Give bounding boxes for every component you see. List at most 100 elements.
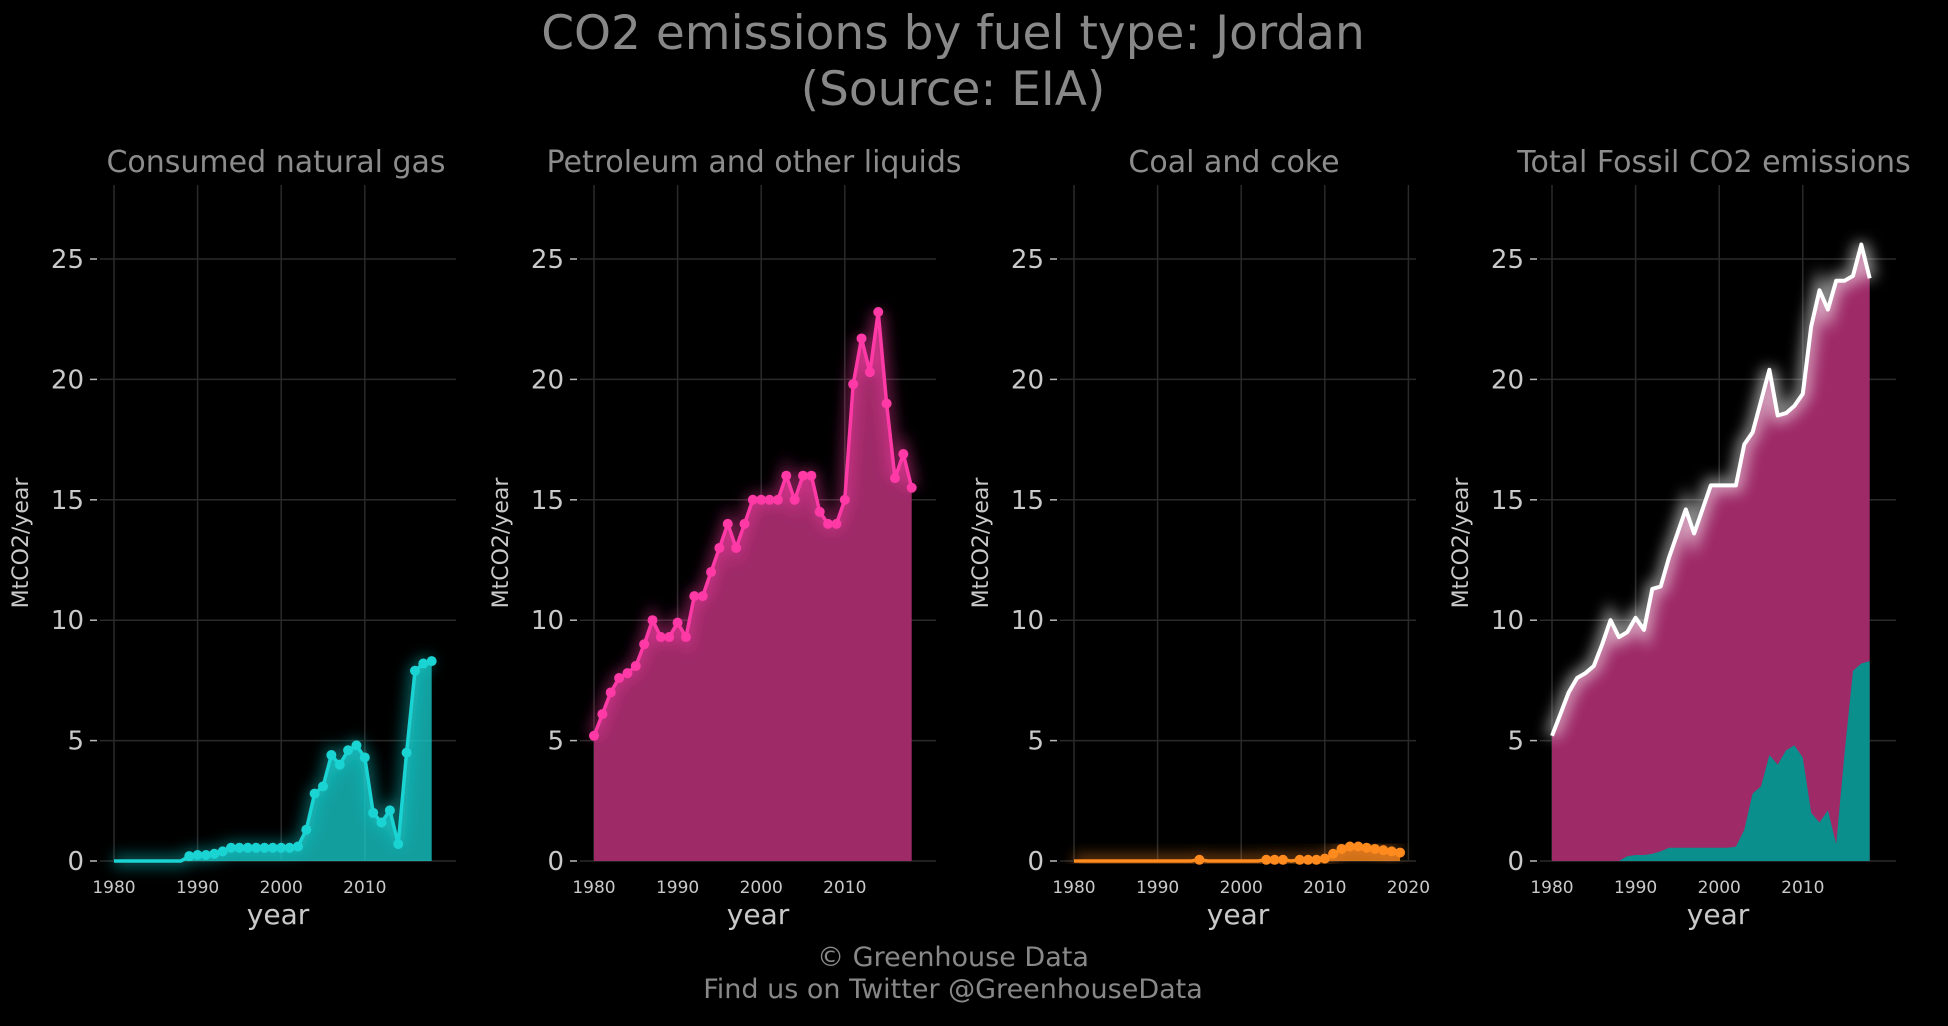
data-point [597,709,608,720]
data-point [864,367,875,378]
data-point [217,846,228,857]
data-point [1353,841,1364,852]
data-point [798,470,808,481]
data-point [192,849,203,860]
data-point [873,306,884,317]
panel-title: Total Fossil CO2 emissions [1516,145,1910,180]
data-point [384,805,395,816]
data-point [714,542,725,553]
data-point [589,730,599,741]
data-point [856,333,867,344]
x-tick-label: 1990 [176,878,219,898]
x-tick-label: 2020 [1387,878,1430,898]
y-tick-label: 15 [1491,486,1524,516]
data-point [1269,854,1280,865]
x-tick-label: 2010 [1781,878,1824,898]
x-tick-label: 1980 [1530,878,1573,898]
y-tick-label: 0 [1507,847,1524,877]
x-tick-label: 1980 [1052,878,1095,898]
data-point [376,817,387,828]
total-line [1550,242,1872,737]
data-point [706,567,717,578]
panel-title: Coal and coke [1128,145,1339,180]
footer: © Greenhouse Data Find us on Twitter @Gr… [0,942,1906,1006]
data-point [655,632,666,643]
data-point [898,449,909,460]
data-point [368,807,379,818]
x-tick-label: 2010 [343,878,386,898]
data-point [814,506,825,517]
data-point [1344,841,1355,852]
x-tick-label: 2000 [260,878,303,898]
data-point [622,668,633,679]
y-tick-label: 0 [1027,847,1044,877]
data-point [1194,854,1205,865]
data-point [209,848,220,859]
y-axis-label: MtCO2/year [9,477,34,609]
data-point [906,482,917,493]
y-tick-label: 10 [531,606,564,636]
y-axis-label: MtCO2/year [1449,477,1474,609]
data-point [639,639,650,650]
x-axis-label: year [727,898,790,931]
y-tick-label: 10 [1491,606,1524,636]
y-tick-label: 15 [51,486,84,516]
x-tick-label: 1990 [1614,878,1657,898]
data-point [605,687,616,698]
data-point [1395,847,1406,858]
data-point [630,660,641,671]
chart-title: CO2 emissions by fuel type: Jordan (Sour… [0,6,1906,118]
data-point [284,842,295,853]
data-point [184,851,195,862]
data-point [1278,854,1288,865]
data-point [647,615,658,626]
y-tick-label: 20 [51,365,84,395]
y-tick-label: 15 [531,486,564,516]
data-point [722,518,733,529]
x-tick-label: 2000 [740,878,783,898]
data-point [318,781,328,792]
data-point [806,470,817,481]
x-tick-label: 1990 [656,878,699,898]
data-point [326,750,337,761]
y-tick-label: 25 [51,245,84,275]
y-tick-label: 0 [547,847,564,877]
data-point [259,842,270,853]
data-point [614,672,625,683]
x-tick-label: 1980 [92,878,135,898]
data-point [1336,843,1347,854]
panel-1: 0 5 10 15 20 25 1980 1990 2000 2010 Consumed natur… [9,145,456,931]
data-point [1294,854,1305,865]
data-point [234,842,245,853]
y-tick-label: 20 [1491,365,1524,395]
y-axis-label: MtCO2/year [969,477,994,609]
x-axis-label: year [1687,898,1750,931]
data-point [781,470,792,481]
panel-2: 0 5 10 15 20 25 1980 1990 2000 2010 Petroleum and … [489,145,962,931]
data-point [689,591,700,602]
x-tick-label: 1990 [1136,878,1179,898]
data-point [1369,843,1380,854]
data-point [831,518,842,529]
y-tick-label: 5 [67,727,84,757]
data-point [1328,848,1339,859]
x-tick-label: 2000 [1220,878,1263,898]
panel-title: Consumed natural gas [106,145,445,180]
data-point [764,494,775,505]
data-point [401,747,412,758]
y-tick-label: 20 [531,365,564,395]
x-tick-label: 2010 [823,878,866,898]
data-point [200,849,211,860]
data-point [664,632,675,643]
data-point [359,752,370,763]
data-point [426,656,437,667]
data-point [343,745,354,756]
data-point [251,842,262,853]
panel-4: 0 5 10 15 20 25 1980 1990 2000 2010 Total Fossil C… [1449,145,1911,931]
y-tick-label: 25 [531,245,564,275]
data-point [1361,842,1372,853]
y-tick-label: 15 [1011,486,1044,516]
data-point [1378,845,1389,856]
data-point [409,665,420,676]
data-point [1386,846,1397,857]
